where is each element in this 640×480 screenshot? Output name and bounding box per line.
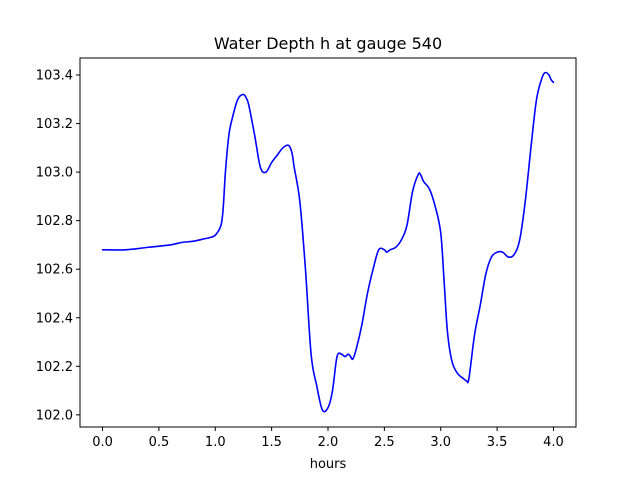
y-axis: 102.0 102.2 102.4 102.6 102.8 103.0 103.2 103.4 [36, 68, 80, 423]
y-tick-label: 102.2 [36, 360, 73, 375]
x-axis: 0.0 0.5 1.0 1.5 2.0 2.5 3.0 3.5 4.0 [92, 427, 564, 450]
x-tick-label: 0.5 [149, 435, 170, 450]
chart-title: Water Depth h at gauge 540 [214, 34, 442, 53]
x-tick-label: 1.0 [205, 435, 226, 450]
y-tick-label: 102.8 [36, 214, 73, 229]
x-axis-label: hours [310, 457, 347, 472]
x-tick-label: 2.0 [318, 435, 339, 450]
x-tick-label: 1.5 [261, 435, 282, 450]
y-tick-label: 103.2 [36, 117, 73, 132]
x-tick-label: 0.0 [92, 435, 113, 450]
y-tick-label: 103.4 [36, 68, 73, 83]
y-tick-label: 102.0 [36, 408, 73, 423]
series-layer [101, 71, 555, 413]
y-tick-label: 102.6 [36, 263, 73, 278]
series-line [101, 71, 555, 413]
x-tick-label: 3.5 [487, 435, 508, 450]
x-tick-label: 4.0 [543, 435, 564, 450]
x-tick-label: 3.0 [430, 435, 451, 450]
y-tick-label: 103.0 [36, 166, 73, 181]
y-tick-label: 102.4 [36, 311, 73, 326]
x-tick-label: 2.5 [374, 435, 395, 450]
